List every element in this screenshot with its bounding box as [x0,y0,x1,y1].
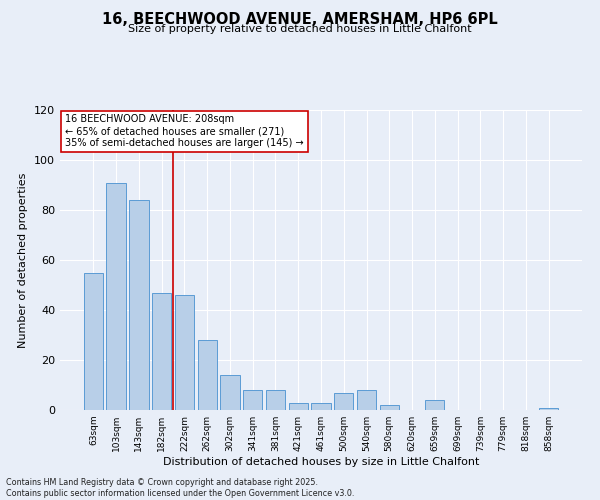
Text: 16 BEECHWOOD AVENUE: 208sqm
← 65% of detached houses are smaller (271)
35% of se: 16 BEECHWOOD AVENUE: 208sqm ← 65% of det… [65,114,304,148]
Bar [357,390,376,410]
X-axis label: Distribution of detached houses by size in Little Chalfont: Distribution of detached houses by size … [163,457,479,467]
Y-axis label: Number of detached properties: Number of detached properties [19,172,28,348]
Bar [266,390,285,410]
Text: 16, BEECHWOOD AVENUE, AMERSHAM, HP6 6PL: 16, BEECHWOOD AVENUE, AMERSHAM, HP6 6PL [102,12,498,28]
Bar [289,402,308,410]
Bar [539,408,558,410]
Bar [175,295,194,410]
Bar [311,402,331,410]
Text: Size of property relative to detached houses in Little Chalfont: Size of property relative to detached ho… [128,24,472,34]
Bar [197,340,217,410]
Bar [243,390,262,410]
Bar [425,400,445,410]
Bar [84,272,103,410]
Bar [220,375,239,410]
Bar [106,182,126,410]
Bar [380,405,399,410]
Bar [152,292,172,410]
Bar [129,200,149,410]
Text: Contains HM Land Registry data © Crown copyright and database right 2025.
Contai: Contains HM Land Registry data © Crown c… [6,478,355,498]
Bar [334,392,353,410]
